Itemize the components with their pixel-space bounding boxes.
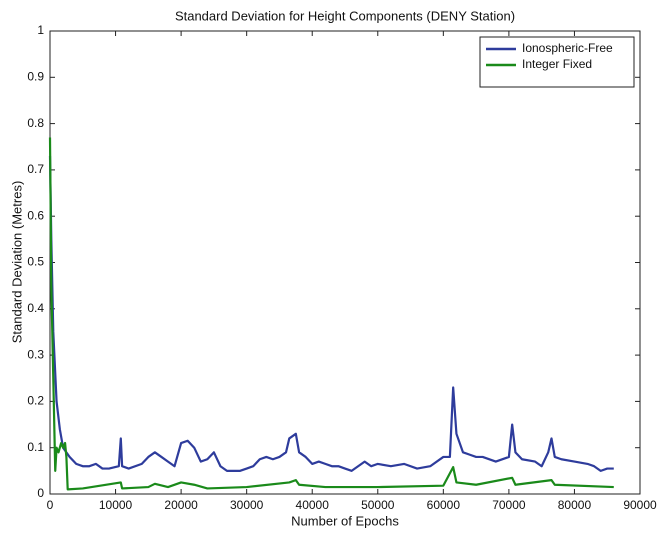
x-tick-label: 50000 (361, 498, 395, 512)
y-tick-label: 0.4 (27, 301, 44, 315)
x-tick-label: 70000 (492, 498, 526, 512)
x-tick-label: 0 (47, 498, 54, 512)
x-tick-label: 80000 (558, 498, 592, 512)
y-tick-label: 0.9 (27, 69, 44, 83)
y-tick-label: 0.6 (27, 208, 44, 222)
x-tick-label: 60000 (427, 498, 461, 512)
y-tick-label: 0.2 (27, 394, 44, 408)
y-tick-label: 0.7 (27, 162, 44, 176)
x-tick-label: 40000 (296, 498, 330, 512)
line-series (48, 137, 614, 491)
legend-label: Integer Fixed (522, 57, 592, 71)
y-tick-label: 0.1 (27, 440, 44, 454)
y-tick-label: 0.8 (27, 116, 44, 130)
y-axis-label: Standard Deviation (Metres) (9, 181, 24, 344)
legend-label: Ionospheric-Free (522, 41, 613, 55)
legend-box (479, 36, 635, 88)
y-tick-label: 0.3 (27, 347, 44, 361)
x-tick-label: 10000 (99, 498, 133, 512)
x-axis-label: Number of Epochs (291, 513, 399, 528)
chart-title: Standard Deviation for Height Components… (175, 8, 515, 23)
x-tick-label: 90000 (623, 498, 657, 512)
x-tick-label: 30000 (230, 498, 264, 512)
x-tick-label: 20000 (164, 498, 198, 512)
line-series (48, 155, 614, 472)
y-tick-label: 0 (37, 486, 44, 500)
y-tick-label: 0.5 (27, 255, 44, 269)
y-tick-label: 1 (37, 23, 44, 37)
